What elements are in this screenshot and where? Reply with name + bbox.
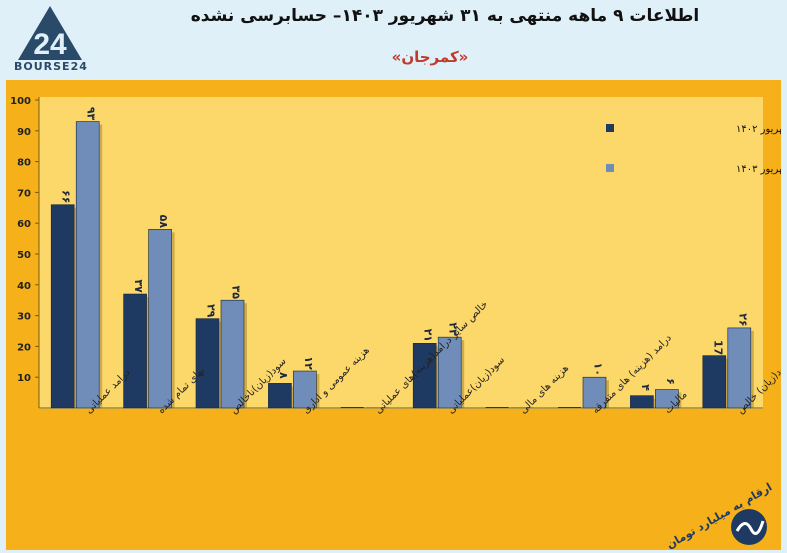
- footer-badge: ارقام به میلیارد تومان: [664, 480, 774, 549]
- bar-0-2: [195, 318, 220, 409]
- bar-shadow: [436, 346, 440, 408]
- bar-1-1: [148, 229, 172, 409]
- bar-shadow: [244, 303, 247, 408]
- bar-shadow: [678, 392, 682, 408]
- y-tick-label: 30: [17, 312, 31, 323]
- data-label: ۶۶: [60, 190, 73, 203]
- data-label: ۲۹: [205, 304, 218, 318]
- chart-title: اطلاعات ۹ ماهه منتهی به ۳۱ شهریور ۱۴۰۳– …: [190, 6, 700, 26]
- bar-shadow: [316, 374, 320, 408]
- data-label: ۲۳: [447, 322, 460, 336]
- y-tick-label: 80: [17, 158, 31, 169]
- bar-1-8: [655, 389, 679, 409]
- y-tick-label: 10: [17, 373, 31, 384]
- logo-text: BOURSE24: [14, 60, 88, 73]
- bar-1-0: [75, 121, 100, 409]
- bar-0-1: [123, 293, 147, 409]
- bar-shadow: [606, 380, 609, 408]
- bar-0-6: [485, 407, 509, 408]
- bar-0-4: [340, 407, 364, 408]
- bar-shadow: [653, 398, 657, 408]
- data-label: 17: [711, 340, 724, 355]
- y-tick-label: 20: [17, 342, 31, 353]
- bar-1-6: [510, 407, 534, 408]
- data-label: ۳۷: [132, 279, 145, 293]
- legend-label: عملکرد منتهی به شهریور ۱۴۰۳: [736, 164, 781, 175]
- bar-shadow: [74, 207, 78, 408]
- bar-0-8: [630, 395, 654, 409]
- bar-1-9: [727, 327, 752, 409]
- bar-shadow: [750, 330, 754, 408]
- y-tick-label: 90: [17, 127, 31, 138]
- bar-shadow: [171, 232, 175, 408]
- chart-frame: 10 20 30 40 50 60 70 80 90 100 ۶۶ ۳۷ ۲۹ ۸ ۲۱ ۴ 17 ۹۳ ۵۸ ۳۵…: [6, 80, 781, 550]
- data-label: ۱۰: [592, 362, 605, 375]
- legend-swatch: [606, 164, 614, 172]
- bar-shadow: [146, 297, 150, 408]
- data-label: ۳۵: [230, 285, 243, 299]
- bar-1-2: [220, 299, 245, 409]
- bar-0-7: [558, 407, 581, 408]
- bar-shadow: [219, 321, 222, 408]
- data-label: ۴: [639, 384, 652, 391]
- bar-0-0: [50, 204, 75, 409]
- bourse24-logo: 24: [18, 6, 82, 61]
- y-tick-label: 60: [17, 219, 31, 230]
- data-label: ۱۲: [302, 356, 315, 370]
- legend-label: عملکرد منتهی به شهریور ۱۴۰۲: [736, 124, 781, 135]
- y-tick-label: 40: [17, 281, 31, 292]
- bar-chart: 10 20 30 40 50 60 70 80 90 100 ۶۶ ۳۷ ۲۹ ۸ ۲۱ ۴ 17 ۹۳ ۵۸ ۳۵…: [10, 96, 781, 416]
- legend-swatch: [606, 124, 614, 132]
- bar-0-5: [412, 343, 437, 409]
- bar-1-5: [437, 336, 462, 409]
- bar-shadow: [461, 340, 465, 408]
- bar-0-9: [702, 355, 727, 409]
- bar-1-3: [293, 370, 317, 409]
- y-tick-label: 50: [17, 250, 31, 261]
- company-name: «کمرجان»: [391, 48, 469, 66]
- data-label: ۵۸: [157, 215, 170, 229]
- bar-0-3: [268, 383, 292, 409]
- data-label: ۹۳: [85, 107, 98, 121]
- y-tick-label: 100: [10, 96, 31, 107]
- bar-shadow: [725, 358, 729, 408]
- bar-shadow: [99, 124, 103, 408]
- data-label: ۶: [664, 378, 677, 385]
- bar-1-4: [365, 407, 389, 408]
- bar-shadow: [291, 386, 295, 408]
- data-label: ۲۶: [736, 313, 749, 326]
- data-label: ۸: [277, 372, 290, 379]
- bar-1-7: [582, 376, 607, 409]
- data-label: ۲۱: [422, 329, 435, 342]
- svg-text:24: 24: [33, 28, 67, 61]
- y-tick-label: 70: [17, 188, 31, 199]
